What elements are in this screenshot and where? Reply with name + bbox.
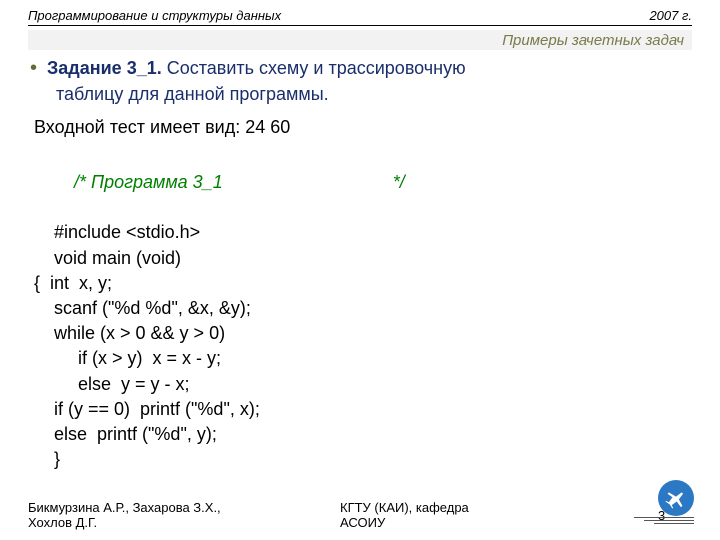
code-block: /* Программа 3_1 */ #include <stdio.h> vo…: [34, 145, 692, 472]
code-comment-right: */: [393, 172, 405, 192]
subtitle-text: Примеры зачетных задач: [502, 32, 684, 49]
code-l5: while (x > 0 && y > 0): [54, 321, 692, 346]
input-test-line: Входной тест имеет вид: 24 60: [34, 115, 692, 139]
code-l7: else y = y - x;: [78, 372, 692, 397]
slide-page: Программирование и структуры данных 2007…: [0, 0, 720, 540]
footer-authors: Бикмурзина А.Р., Захарова З.Х., Хохлов Д…: [28, 500, 340, 530]
task-desc-2: таблицу для данной программы.: [56, 82, 692, 106]
footer-org-l2: АСОИУ: [340, 515, 652, 530]
footer-org-l1: КГТУ (КАИ), кафедра: [340, 500, 652, 515]
subtitle-bar: Примеры зачетных задач: [28, 30, 692, 50]
footer-authors-l2: Хохлов Д.Г.: [28, 515, 340, 530]
task-desc-1: Составить схему и трассировочную: [162, 58, 466, 78]
plane-icon: [658, 480, 694, 516]
code-comment-row: /* Программа 3_1 */: [34, 145, 692, 221]
code-l6: if (x > y) x = x - y;: [78, 346, 692, 371]
code-l10: }: [54, 447, 692, 472]
bullet-icon: •: [30, 56, 37, 80]
footer: Бикмурзина А.Р., Захарова З.Х., Хохлов Д…: [28, 500, 692, 530]
footer-logo: [616, 478, 694, 526]
task-bullet-row: • Задание 3_1. Составить схему и трассир…: [28, 56, 692, 80]
code-l3: { int x, y;: [34, 271, 692, 296]
task-line-1: Задание 3_1. Составить схему и трассиров…: [47, 56, 692, 80]
code-l9: else printf ("%d", y);: [54, 422, 692, 447]
header-right: 2007 г.: [649, 8, 692, 23]
plane-svg: [664, 486, 688, 510]
code-comment-left: /* Программа 3_1: [74, 172, 223, 192]
code-l4: scanf ("%d %d", &x, &y);: [54, 296, 692, 321]
top-header: Программирование и структуры данных 2007…: [28, 8, 692, 26]
content-area: • Задание 3_1. Составить схему и трассир…: [28, 56, 692, 472]
header-left: Программирование и структуры данных: [28, 8, 281, 23]
task-label: Задание 3_1.: [47, 58, 162, 78]
footer-org: КГТУ (КАИ), кафедра АСОИУ: [340, 500, 652, 530]
footer-authors-l1: Бикмурзина А.Р., Захарова З.Х.,: [28, 500, 340, 515]
code-l1: #include <stdio.h>: [54, 220, 692, 245]
logo-speed-lines: [634, 515, 694, 524]
code-l2: void main (void): [54, 246, 692, 271]
code-l8: if (y == 0) printf ("%d", x);: [54, 397, 692, 422]
